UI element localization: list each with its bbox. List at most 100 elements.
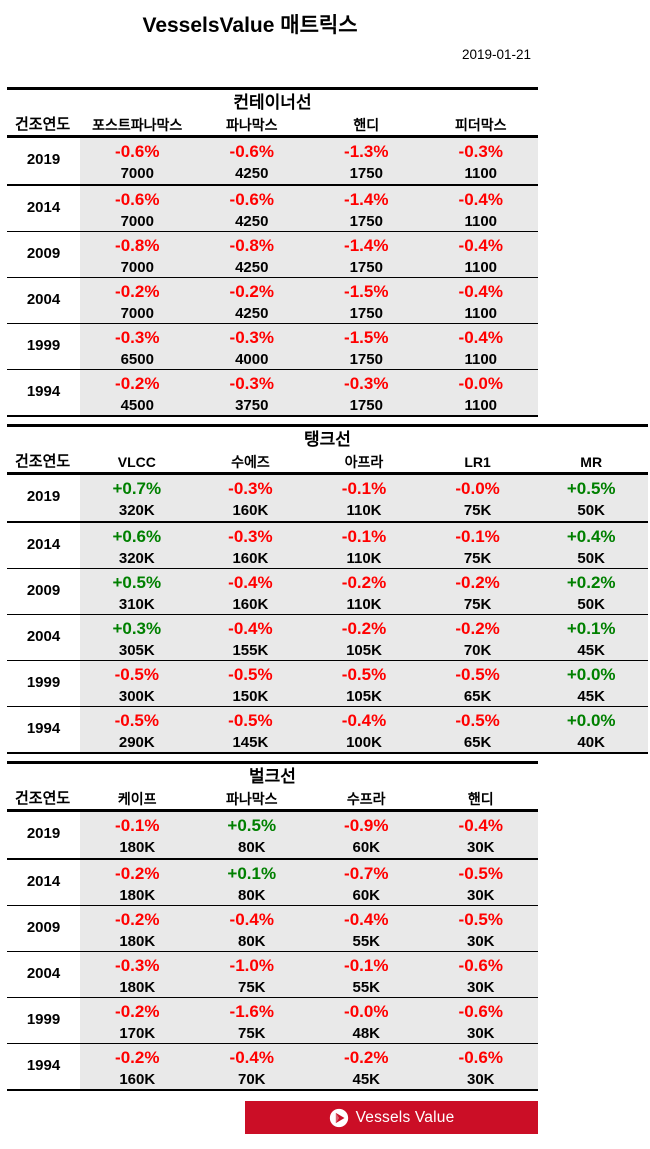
absolute-value: 50K xyxy=(577,502,605,519)
table-row: 2004 -0.3% 180K -1.0% 75K -0.1% 55K -0.6% 30K xyxy=(7,950,538,997)
vesselsvalue-logo-text: Vessels Value xyxy=(355,1108,455,1126)
value-cell: -0.6% 7000 xyxy=(80,138,195,184)
absolute-value: 1100 xyxy=(464,213,498,230)
table-row: 2009 +0.5% 310K -0.4% 160K -0.2% 110K -0.2% 75K +… xyxy=(7,567,648,614)
percent-change-value: -0.5% xyxy=(458,910,503,929)
absolute-value: 30K xyxy=(466,1071,495,1088)
table-row: 2009 -0.8% 7000 -0.8% 4250 -1.4% 1750 -0.4% 1100 xyxy=(7,230,538,277)
percent-change-value: -0.0% xyxy=(458,374,503,393)
absolute-value: 75K xyxy=(237,1025,266,1042)
percent-change-value: -0.1% xyxy=(341,527,387,546)
value-cell: -0.3% 160K xyxy=(193,475,308,521)
absolute-value: 145K xyxy=(232,734,269,751)
percent-change-value: -0.4% xyxy=(228,573,273,592)
absolute-value: 170K xyxy=(119,1025,156,1042)
absolute-value: 7000 xyxy=(120,259,154,276)
percent-change-value: +0.1% xyxy=(566,619,616,638)
percent-change-value: -1.4% xyxy=(344,236,389,255)
absolute-value: 65K xyxy=(463,688,492,705)
percent-change-value: -0.6% xyxy=(229,142,274,161)
percent-change-value: -0.2% xyxy=(455,619,500,638)
absolute-value: 7000 xyxy=(120,165,154,182)
percent-change-value: -0.9% xyxy=(344,816,389,835)
value-cell: -0.8% 4250 xyxy=(194,232,309,277)
absolute-value: 75K xyxy=(463,502,492,519)
percent-change-value: +0.0% xyxy=(566,665,616,684)
value-cell: -0.9% 60K xyxy=(309,812,424,858)
year-cell: 1999 xyxy=(7,661,80,706)
absolute-value: 75K xyxy=(463,550,492,567)
absolute-value: 160K xyxy=(232,596,269,613)
year-cell: 1999 xyxy=(7,324,80,369)
value-cell: -0.5% 290K xyxy=(80,707,194,752)
value-cell: -0.5% 105K xyxy=(307,661,421,706)
absolute-value: 50K xyxy=(577,596,605,613)
year-cell: 2019 xyxy=(7,812,80,858)
percent-change-value: +0.5% xyxy=(227,816,277,835)
percent-change-value: -0.2% xyxy=(455,573,500,592)
absolute-value: 160K xyxy=(232,550,269,567)
absolute-value: 155K xyxy=(232,642,269,659)
absolute-value: 300K xyxy=(118,688,155,705)
absolute-value: 60K xyxy=(352,887,381,904)
value-cell: -0.4% 100K xyxy=(307,707,421,752)
percent-change-value: +0.5% xyxy=(112,573,162,592)
matrix-table: 컨테이너선 건조연도 포스트파나막스 파나막스 핸디 피더막스 2019 -0.6% 7000-… xyxy=(7,87,538,417)
percent-change-value: +0.0% xyxy=(566,711,616,730)
percent-change-value: -0.6% xyxy=(458,1048,503,1067)
absolute-value: 180K xyxy=(119,887,156,904)
value-cell: +0.5% 80K xyxy=(194,812,309,858)
table-row: 1999 -0.2% 170K -1.6% 75K -0.0% 48K -0.6% 30K xyxy=(7,996,538,1043)
value-cell: -0.1% 110K xyxy=(307,523,421,568)
value-cell: -0.2% 45K xyxy=(309,1044,424,1089)
page-title: VesselsValue 매트릭스 xyxy=(142,14,358,37)
absolute-value: 30K xyxy=(466,1025,495,1042)
value-cell: +0.0% 40K xyxy=(534,707,648,752)
absolute-value: 30K xyxy=(466,933,495,950)
value-cell: -0.3% 4000 xyxy=(194,324,309,369)
absolute-value: 1750 xyxy=(349,397,383,414)
value-cell: -1.4% 1750 xyxy=(309,232,424,277)
absolute-value: 80K xyxy=(237,839,266,856)
value-cell: +0.5% 310K xyxy=(80,569,194,614)
absolute-value: 48K xyxy=(352,1025,381,1042)
absolute-value: 3750 xyxy=(235,397,269,414)
value-cell: +0.6% 320K xyxy=(80,523,194,568)
absolute-value: 105K xyxy=(346,688,382,705)
year-cell: 2019 xyxy=(7,138,80,184)
value-cell: -0.1% 55K xyxy=(309,952,424,997)
value-cell: -0.2% 160K xyxy=(80,1044,195,1089)
percent-change-value: +0.6% xyxy=(112,527,162,546)
table-row: 2014 -0.6% 7000 -0.6% 4250 -1.4% 1750 -0.4% 1100 xyxy=(7,184,538,231)
absolute-value: 110K xyxy=(346,550,382,567)
absolute-value: 45K xyxy=(352,1071,381,1088)
absolute-value: 150K xyxy=(232,688,269,705)
percent-change-value: -0.2% xyxy=(115,374,160,393)
table-row: 1999 -0.3% 6500 -0.3% 4000 -1.5% 1750 -0.4% 1100 xyxy=(7,322,538,369)
report-date: 2019-01-21 xyxy=(461,47,531,62)
value-cell: -0.5% 300K xyxy=(80,661,194,706)
percent-change-value: -0.8% xyxy=(115,236,160,255)
year-cell: 1994 xyxy=(7,370,80,415)
year-cell: 2019 xyxy=(7,475,80,521)
percent-change-value: -0.2% xyxy=(341,573,387,592)
value-cell: -0.6% 4250 xyxy=(194,186,309,231)
tables-region: 컨테이너선 건조연도 포스트파나막스 파나막스 핸디 피더막스 2019 -0.6% 7000-… xyxy=(0,87,650,1091)
value-cell: -0.8% 7000 xyxy=(80,232,195,277)
table-row: 2004 +0.3% 305K -0.4% 155K -0.2% 105K -0.2% 70K +… xyxy=(7,613,648,660)
percent-change-value: -1.4% xyxy=(344,190,389,209)
column-header: 피더막스 xyxy=(454,117,507,133)
percent-change-value: -0.5% xyxy=(455,711,500,730)
column-header: 수에즈 xyxy=(231,454,270,470)
year-cell: 1999 xyxy=(7,998,80,1043)
absolute-value: 4250 xyxy=(235,213,269,230)
absolute-value: 4250 xyxy=(235,259,269,276)
percent-change-value: -0.4% xyxy=(228,619,273,638)
absolute-value: 110K xyxy=(346,502,382,519)
absolute-value: 1750 xyxy=(349,165,383,182)
absolute-value: 55K xyxy=(352,933,381,950)
percent-change-value: -0.6% xyxy=(115,190,160,209)
value-cell: -0.2% 170K xyxy=(80,998,195,1043)
percent-change-value: +0.2% xyxy=(566,573,616,592)
percent-change-value: -0.2% xyxy=(115,1048,160,1067)
